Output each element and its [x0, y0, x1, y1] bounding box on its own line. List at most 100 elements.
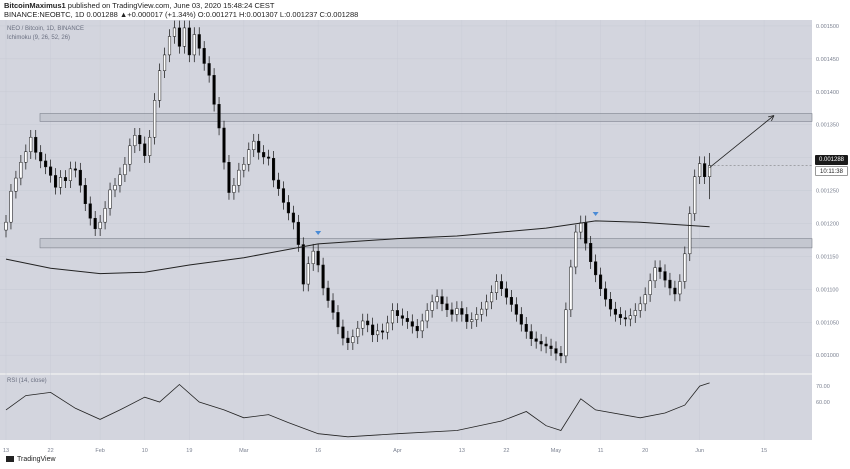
y-tick-label: 0.001100: [816, 287, 839, 293]
candle-body: [539, 341, 543, 345]
candle-body: [128, 145, 132, 165]
candle-body: [326, 287, 330, 301]
candle-body: [197, 34, 201, 49]
candle-body: [663, 271, 667, 281]
candle-body: [633, 310, 637, 316]
candle-body: [628, 315, 632, 320]
candle-body: [336, 312, 340, 328]
candle-body: [232, 185, 236, 193]
chart-header: BitcoinMaximus1 published on TradingView…: [0, 0, 850, 20]
x-tick-label: 22: [503, 448, 509, 454]
x-tick-label: 19: [186, 448, 192, 454]
candle-body: [678, 281, 682, 295]
indicator-legend[interactable]: Ichimoku (9, 26, 52, 26): [7, 35, 71, 41]
candle-body: [440, 296, 444, 305]
price-chart[interactable]: 0.0015000.0014500.0014000.0013500.001300…: [0, 20, 850, 469]
last-price-tag: 0.001288: [815, 155, 848, 165]
candle-body: [301, 244, 305, 285]
candle-body: [559, 352, 563, 357]
rsi-legend[interactable]: RSI (14, close): [7, 378, 47, 384]
candle-body: [544, 343, 548, 347]
publish-line: BitcoinMaximus1 published on TradingView…: [4, 1, 274, 10]
candle-body: [356, 327, 360, 338]
tradingview-brand[interactable]: TradingView: [6, 456, 56, 463]
candle-body: [579, 222, 583, 233]
y-tick-label: 0.001500: [816, 24, 839, 30]
author-name[interactable]: BitcoinMaximus1: [4, 1, 66, 10]
candle-body: [683, 253, 687, 282]
resistance-zone: [39, 113, 813, 122]
x-tick-label: 13: [3, 448, 9, 454]
candle-body: [698, 163, 702, 177]
candle-body: [415, 325, 419, 332]
candle-body: [58, 177, 63, 188]
candle-body: [435, 296, 439, 303]
candle-body: [554, 348, 558, 354]
candle-body: [19, 162, 23, 179]
candle-body: [450, 309, 454, 315]
chart-area[interactable]: 0.0015000.0014500.0014000.0013500.001300…: [0, 20, 850, 469]
candle-body: [276, 179, 281, 189]
candle-body: [524, 324, 528, 332]
candle-body: [430, 301, 434, 311]
candle-body: [673, 287, 677, 295]
candle-body: [410, 321, 414, 327]
candle-body: [470, 319, 474, 322]
candle-body: [123, 163, 127, 176]
candle-body: [425, 310, 429, 322]
candle-body: [212, 75, 216, 105]
candle-body: [148, 136, 152, 156]
candle-body: [296, 221, 300, 245]
candle-body: [341, 326, 345, 339]
candle-body: [78, 169, 82, 186]
candle-body: [39, 152, 43, 162]
candle-body: [465, 314, 469, 322]
y-tick-label: 0.001350: [816, 123, 839, 129]
candle-body: [44, 160, 48, 168]
candle-body: [509, 297, 513, 305]
candle-body: [504, 288, 508, 298]
candle-body: [83, 185, 87, 204]
y-tick-label: 0.001450: [816, 57, 839, 63]
x-tick-label: 10: [142, 448, 148, 454]
support-zone: [39, 238, 813, 249]
y-tick-label: 0.001200: [816, 222, 839, 228]
x-tick-label: Feb: [95, 448, 104, 454]
y-tick-label: 0.001150: [816, 254, 839, 260]
candle-body: [4, 221, 8, 231]
x-tick-label: 15: [761, 448, 767, 454]
candle-body: [113, 185, 117, 191]
candle-body: [138, 135, 142, 145]
candle-body: [519, 314, 523, 325]
candle-body: [564, 309, 568, 357]
candle-body: [182, 27, 186, 47]
candle-body: [262, 152, 266, 158]
y-tick-label: 0.001050: [816, 320, 839, 326]
x-tick-label: Jun: [695, 448, 704, 454]
projection-arrow-line: [709, 115, 775, 168]
x-tick-label: 13: [459, 448, 465, 454]
y-tick-label: 0.001400: [816, 90, 839, 96]
candle-body: [73, 168, 77, 171]
candle-body: [9, 190, 13, 223]
candle-body: [643, 294, 647, 305]
symbol-legend[interactable]: NEO / Bitcoin, 1D, BINANCE: [7, 26, 85, 32]
candle-body: [187, 27, 191, 56]
candle-body: [703, 163, 707, 177]
candle-body: [688, 213, 692, 255]
candle-body: [395, 310, 399, 316]
candle-body: [455, 308, 459, 315]
candle-body: [475, 314, 479, 320]
candle-body: [316, 250, 320, 266]
candle-body: [49, 166, 53, 176]
y-tick-label: 0.001000: [816, 353, 839, 359]
candle-body: [351, 336, 355, 343]
candle-body: [371, 324, 375, 336]
marker-triangle-icon: [592, 211, 599, 216]
candle-body: [499, 281, 504, 289]
candle-body: [143, 143, 147, 156]
candle-body: [272, 158, 276, 181]
x-tick-label: 22: [48, 448, 54, 454]
candle-body: [693, 176, 697, 214]
candle-body: [29, 136, 33, 152]
